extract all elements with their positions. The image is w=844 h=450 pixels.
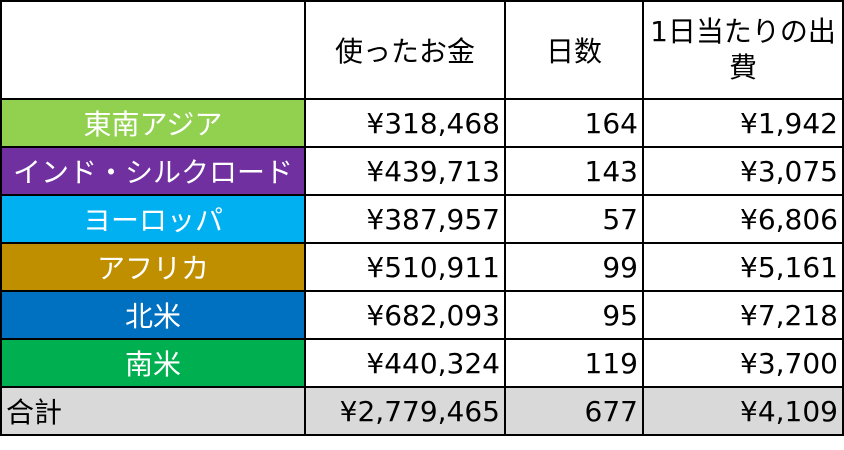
header-row: 使ったお金 日数 1日当たりの出費	[0, 0, 844, 100]
per-day-cell: ¥5,161	[642, 242, 844, 292]
per-day-cell: ¥3,075	[642, 146, 844, 196]
total-spent: ¥2,779,465	[304, 386, 506, 436]
spent-cell: ¥318,468	[304, 98, 506, 148]
table-row: アフリカ ¥510,911 99 ¥5,161	[0, 242, 844, 292]
spent-cell: ¥510,911	[304, 242, 506, 292]
days-cell: 95	[504, 290, 644, 340]
header-per-day: 1日当たりの出費	[642, 0, 844, 100]
region-cell: 北米	[0, 290, 306, 340]
days-cell: 164	[504, 98, 644, 148]
per-day-cell: ¥3,700	[642, 338, 844, 388]
header-days: 日数	[504, 0, 644, 100]
days-cell: 143	[504, 146, 644, 196]
days-cell: 99	[504, 242, 644, 292]
region-cell: インド・シルクロード	[0, 146, 306, 196]
per-day-cell: ¥1,942	[642, 98, 844, 148]
expense-table: 使ったお金 日数 1日当たりの出費 東南アジア ¥318,468 164 ¥1,…	[0, 0, 844, 436]
header-blank-cell	[0, 0, 306, 100]
total-label: 合計	[0, 386, 306, 436]
days-cell: 119	[504, 338, 644, 388]
total-per-day: ¥4,109	[642, 386, 844, 436]
table-row: 東南アジア ¥318,468 164 ¥1,942	[0, 98, 844, 148]
spent-cell: ¥682,093	[304, 290, 506, 340]
total-days: 677	[504, 386, 644, 436]
region-cell: 南米	[0, 338, 306, 388]
days-cell: 57	[504, 194, 644, 244]
spent-cell: ¥440,324	[304, 338, 506, 388]
per-day-cell: ¥6,806	[642, 194, 844, 244]
table-row: インド・シルクロード ¥439,713 143 ¥3,075	[0, 146, 844, 196]
spent-cell: ¥439,713	[304, 146, 506, 196]
region-cell: ヨーロッパ	[0, 194, 306, 244]
header-spent: 使ったお金	[304, 0, 506, 100]
region-cell: 東南アジア	[0, 98, 306, 148]
region-cell: アフリカ	[0, 242, 306, 292]
spent-cell: ¥387,957	[304, 194, 506, 244]
per-day-cell: ¥7,218	[642, 290, 844, 340]
table-row: 北米 ¥682,093 95 ¥7,218	[0, 290, 844, 340]
table-row: ヨーロッパ ¥387,957 57 ¥6,806	[0, 194, 844, 244]
table-row: 南米 ¥440,324 119 ¥3,700	[0, 338, 844, 388]
total-row: 合計 ¥2,779,465 677 ¥4,109	[0, 386, 844, 436]
